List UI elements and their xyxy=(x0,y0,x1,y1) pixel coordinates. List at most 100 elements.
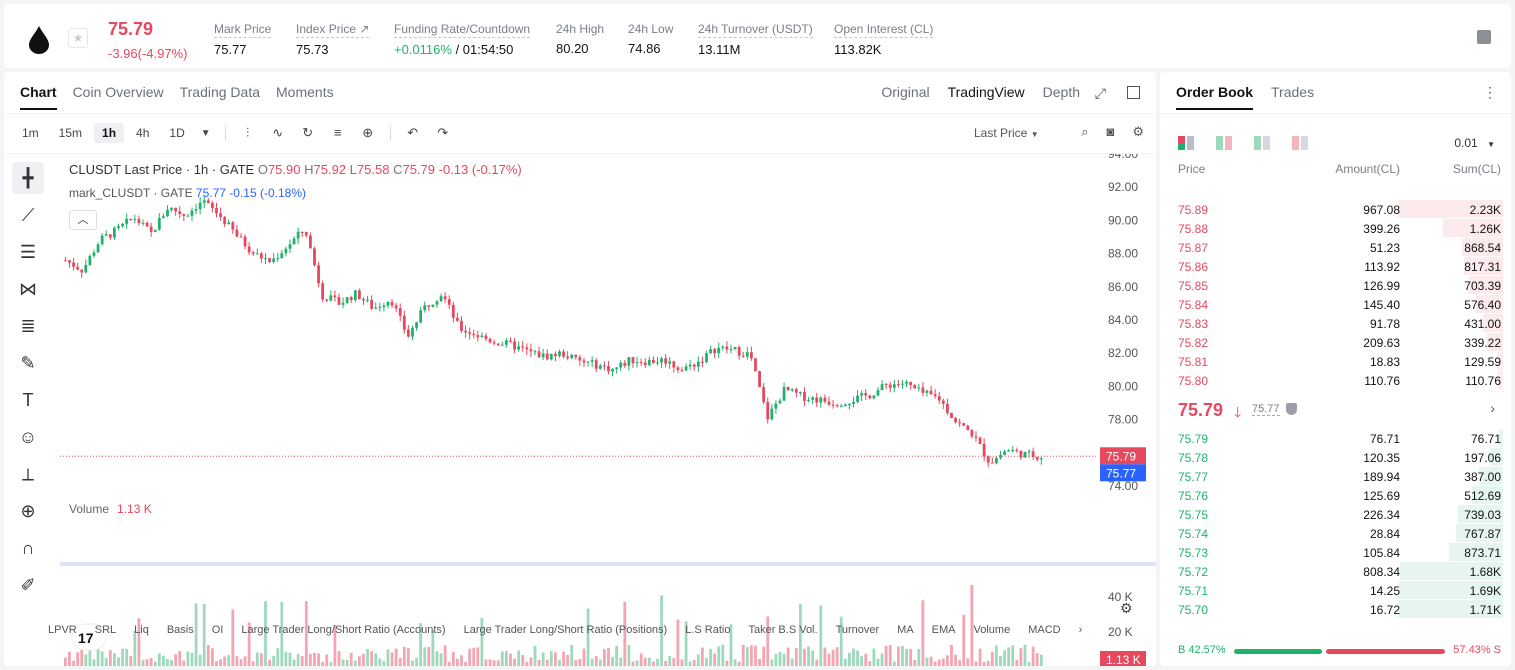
price-chart[interactable]: 94.00 92.00 90.00 88.00 86.00 84.00 82.00 80.00… xyxy=(4,154,1156,666)
timeframe-1h[interactable]: 1h xyxy=(94,123,125,143)
favorite-star-icon[interactable]: ★ xyxy=(68,28,88,48)
indicator-oi[interactable]: OI xyxy=(211,624,224,636)
bid-row[interactable]: 75.72 808.34 1.68K xyxy=(1160,562,1511,581)
stat-open-interest[interactable]: Open Interest (CL) 113.82K xyxy=(834,22,934,57)
bid-row[interactable]: 75.79 76.71 76.71 xyxy=(1160,429,1511,448)
both-sides-icon[interactable] xyxy=(1178,136,1194,150)
trend-line-icon[interactable]: ⟋ xyxy=(21,204,35,225)
indicator-volume[interactable]: Volume xyxy=(973,624,1011,636)
add-alert-icon[interactable]: ⊕ xyxy=(362,125,374,140)
stat-value: +0.0116% / 01:54:50 xyxy=(394,42,530,57)
view-tradingview[interactable]: TradingView xyxy=(947,84,1025,100)
indicator-srl[interactable]: SRL xyxy=(94,624,117,636)
ask-row[interactable]: 75.89 967.08 2.23K xyxy=(1160,200,1511,219)
tab-moments[interactable]: Moments xyxy=(276,84,334,100)
indicators-icon[interactable]: ∿ xyxy=(272,125,284,140)
indicator-taker-vol[interactable]: Taker B.S Vol. xyxy=(748,624,818,636)
bid-row[interactable]: 75.70 16.72 1.71K xyxy=(1160,600,1511,619)
precision-select[interactable]: 0.01 ▼ xyxy=(1454,136,1495,150)
indicator-basis[interactable]: Basis xyxy=(166,624,194,636)
indicator-lt-positions[interactable]: Large Trader Long/Short Ratio (Positions… xyxy=(463,624,668,636)
ask-row[interactable]: 75.87 51.23 868.54 xyxy=(1160,238,1511,257)
gear-icon[interactable]: ⚙ xyxy=(1132,124,1144,139)
collapse-legend-button[interactable]: ︿ xyxy=(69,210,97,230)
bid-row[interactable]: 75.76 125.69 512.69 xyxy=(1160,486,1511,505)
volume-bar xyxy=(713,653,717,666)
bid-row[interactable]: 75.75 226.34 739.03 xyxy=(1160,505,1511,524)
view-original[interactable]: Original xyxy=(881,84,930,100)
more-icon[interactable]: ⋮ xyxy=(1483,84,1497,100)
ask-row[interactable]: 75.85 126.99 703.39 xyxy=(1160,276,1511,295)
undo-icon[interactable]: ↶ xyxy=(407,125,419,140)
chevron-right-icon[interactable]: › xyxy=(1490,400,1495,416)
text-icon[interactable]: T xyxy=(22,389,34,410)
fib-icon[interactable]: ≣ xyxy=(20,315,36,336)
candle-body xyxy=(378,307,382,309)
pattern-icon[interactable]: ⋈ xyxy=(19,278,37,299)
bid-row[interactable]: 75.73 105.84 873.71 xyxy=(1160,543,1511,562)
ask-row[interactable]: 75.84 145.40 576.40 xyxy=(1160,295,1511,314)
magnet-icon[interactable]: ∩ xyxy=(21,537,35,558)
bid-row[interactable]: 75.71 14.25 1.69K xyxy=(1160,581,1511,600)
timeframe-1d[interactable]: 1D xyxy=(169,126,185,140)
book-icon[interactable] xyxy=(1477,30,1491,44)
stat-index-price[interactable]: Index Price ↗ 75.73 xyxy=(296,22,370,57)
view-depth[interactable]: Depth xyxy=(1042,84,1080,100)
templates-icon[interactable]: ≡ xyxy=(333,125,342,140)
chevron-right-icon[interactable]: › xyxy=(1078,624,1083,636)
split-sides-icon[interactable] xyxy=(1216,136,1232,150)
ask-row[interactable]: 75.88 399.26 1.26K xyxy=(1160,219,1511,238)
ask-row[interactable]: 75.83 91.78 431.00 xyxy=(1160,314,1511,333)
indicator-lt-accounts[interactable]: Large Trader Long/Short Ratio (Accounts) xyxy=(241,624,446,636)
indicator-ema[interactable]: EMA xyxy=(931,624,956,636)
indicator-liq[interactable]: Liq xyxy=(134,624,149,636)
indicator-turnover[interactable]: Turnover xyxy=(835,624,880,636)
stat-funding-rate[interactable]: Funding Rate/Countdown +0.0116% / 01:54:… xyxy=(394,22,531,57)
redo-icon[interactable]: ↷ xyxy=(437,125,449,140)
chart-settings-icon[interactable]: ⚙ xyxy=(1120,600,1133,616)
bids-only-icon[interactable] xyxy=(1254,136,1270,150)
timeframe-1m[interactable]: 1m xyxy=(22,126,39,140)
tab-trades[interactable]: Trades xyxy=(1271,84,1315,100)
ask-row[interactable]: 75.80 110.76 110.76 xyxy=(1160,371,1511,390)
asks-only-icon[interactable] xyxy=(1292,136,1308,150)
zoom-in-icon[interactable]: ⊕ xyxy=(20,500,36,521)
tab-order-book[interactable]: Order Book xyxy=(1176,84,1253,110)
horizontal-lines-icon[interactable]: ☰ xyxy=(19,241,37,262)
timeframe-dropdown-icon[interactable]: ▼ xyxy=(200,127,211,139)
bid-row[interactable]: 75.77 189.94 387.00 xyxy=(1160,467,1511,486)
bid-row[interactable]: 75.78 120.35 197.06 xyxy=(1160,448,1511,467)
volume-bar xyxy=(76,652,80,666)
indicator-macd[interactable]: MACD xyxy=(1028,624,1061,636)
ruler-icon[interactable]: ⟂ xyxy=(21,463,34,484)
search-icon[interactable]: ⌕ xyxy=(1081,124,1089,139)
price-source-select[interactable]: Last Price ▼ xyxy=(974,126,1039,140)
brush-icon[interactable]: ✎ xyxy=(20,352,36,373)
candle-body xyxy=(362,298,365,301)
ask-row[interactable]: 75.81 18.83 129.59 xyxy=(1160,352,1511,371)
stat-mark-price[interactable]: Mark Price 75.77 xyxy=(214,22,272,57)
candle-body xyxy=(223,216,227,225)
ask-row[interactable]: 75.86 113.92 817.31 xyxy=(1160,257,1511,276)
ask-row[interactable]: 75.82 209.63 339.22 xyxy=(1160,333,1511,352)
mid-mark-price[interactable]: 75.77 xyxy=(1252,403,1280,416)
crosshair-icon[interactable]: ╋ xyxy=(12,162,44,194)
indicator-ma[interactable]: MA xyxy=(897,624,914,636)
replay-icon[interactable]: ↻ xyxy=(302,125,314,140)
tab-coin-overview[interactable]: Coin Overview xyxy=(72,84,164,100)
pencil-lock-icon[interactable]: ✐ xyxy=(20,574,36,595)
bid-row[interactable]: 75.74 28.84 767.87 xyxy=(1160,524,1511,543)
window-icon[interactable] xyxy=(1127,86,1140,99)
tab-trading-data[interactable]: Trading Data xyxy=(179,84,261,100)
stat-24h-turnover[interactable]: 24h Turnover (USDT) 13.11M xyxy=(698,22,813,57)
fullscreen-icon[interactable]: ⤢ xyxy=(1094,85,1106,101)
candle-body xyxy=(782,387,786,401)
indicator-ls-ratio[interactable]: L.S Ratio xyxy=(685,624,731,636)
camera-icon[interactable]: ◙ xyxy=(1106,124,1115,139)
candle-type-icon[interactable]: ⫶ xyxy=(246,125,250,140)
timeframe-4h[interactable]: 4h xyxy=(136,126,150,140)
timeframe-15m[interactable]: 15m xyxy=(58,126,83,140)
tab-chart[interactable]: Chart xyxy=(20,84,57,110)
emoji-icon[interactable]: ☺ xyxy=(18,426,38,447)
indicator-lpvr[interactable]: LPVR xyxy=(48,624,77,636)
